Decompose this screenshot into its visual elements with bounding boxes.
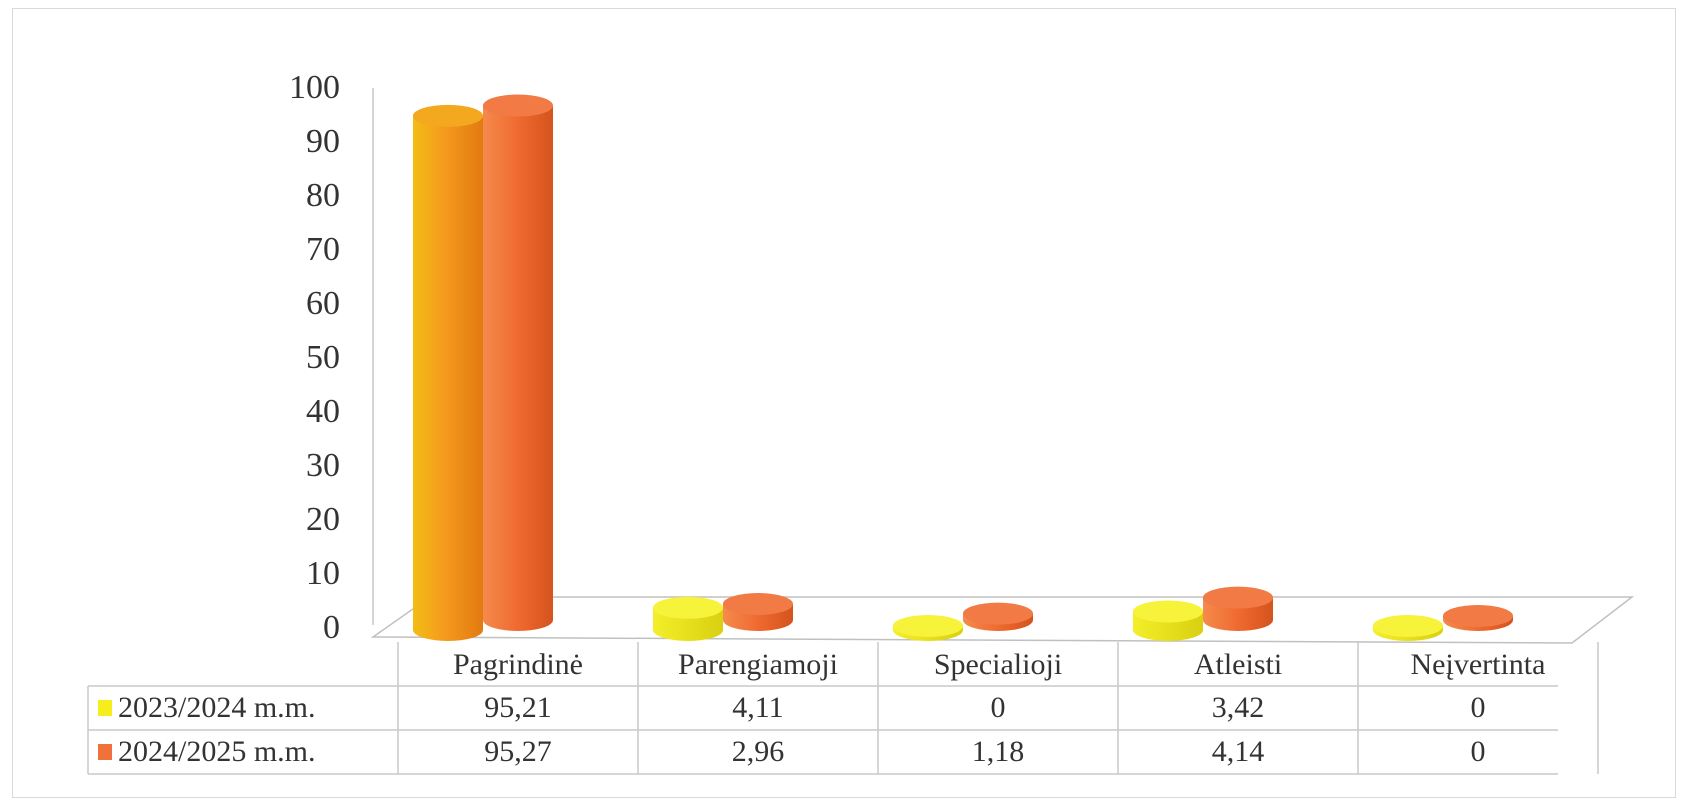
y-tick-label: 10: [306, 555, 340, 592]
data-label: 4,11: [732, 691, 783, 724]
category-label: Atleisti: [1194, 648, 1282, 681]
bar-2024-2025-3: [1203, 586, 1273, 631]
cylinder-top: [1203, 586, 1273, 609]
data-label: 0: [991, 691, 1006, 724]
y-tick-label: 80: [306, 177, 340, 214]
y-tick-label: 0: [323, 609, 340, 646]
cylinder-top: [963, 602, 1033, 625]
legend-key: [98, 700, 112, 716]
data-label: 95,27: [484, 735, 552, 768]
cylinder-top: [1373, 615, 1443, 637]
data-label: 4,14: [1212, 735, 1265, 768]
category-label: Pagrindinė: [453, 648, 583, 681]
y-tick-label: 70: [306, 231, 340, 268]
cylinder-top: [1133, 600, 1203, 623]
data-label: 3,42: [1212, 691, 1265, 724]
category-label: Parengiamoji: [678, 648, 838, 681]
data-label: 1,18: [972, 735, 1025, 768]
cylinder-top: [413, 104, 483, 127]
bar-2023-2024-4: [1373, 615, 1443, 641]
bar-2023-2024-3: [1133, 600, 1203, 641]
bar-2024-2025-1: [723, 593, 793, 631]
legend-label: 2024/2025 m.m.: [118, 735, 316, 768]
cylinder-top: [483, 94, 553, 117]
y-tick-label: 30: [306, 447, 340, 484]
y-tick-label: 40: [306, 393, 340, 430]
bar-2023-2024-0: [413, 104, 483, 642]
chart-frame: [12, 8, 1676, 798]
y-tick-label: 20: [306, 501, 340, 538]
cylinder-top: [723, 593, 793, 616]
y-tick-label: 60: [306, 285, 340, 322]
bar-2024-2025-2: [963, 602, 1033, 631]
bar-2023-2024-1: [653, 596, 723, 641]
legend-key: [98, 744, 112, 760]
data-label: 0: [1471, 735, 1486, 768]
data-label: 2,96: [732, 735, 785, 768]
bar-2024-2025-0: [483, 94, 553, 632]
bar-2023-2024-2: [893, 615, 963, 641]
y-tick-label: 50: [306, 339, 340, 376]
cylinder-top: [653, 596, 723, 619]
cylinder-top: [893, 615, 963, 637]
y-tick-label: 90: [306, 123, 340, 160]
bar-2024-2025-4: [1443, 605, 1513, 631]
cylinder-body: [413, 115, 483, 642]
data-label: 0: [1471, 691, 1486, 724]
data-label: 95,21: [484, 691, 552, 724]
category-label: Neįvertinta: [1411, 648, 1546, 681]
legend-label: 2023/2024 m.m.: [118, 691, 316, 724]
cylinder-body: [483, 105, 553, 632]
category-label: Specialioji: [934, 648, 1062, 681]
cylinder-top: [1443, 605, 1513, 627]
y-tick-label: 100: [289, 69, 340, 106]
